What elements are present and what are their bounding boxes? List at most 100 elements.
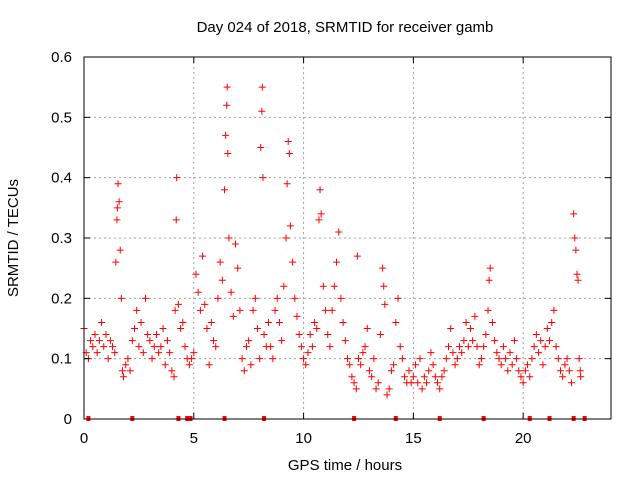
data-point xyxy=(559,373,567,381)
data-point xyxy=(159,325,167,332)
y-axis-label: SRMTID / TECUs xyxy=(5,179,22,297)
data-point xyxy=(394,294,402,302)
data-point xyxy=(385,385,393,393)
data-point xyxy=(210,337,218,345)
data-point xyxy=(205,361,213,369)
data-point xyxy=(224,150,232,158)
x-tick-label: 20 xyxy=(515,430,532,447)
data-point xyxy=(258,83,266,91)
data-point xyxy=(306,331,314,339)
data-point xyxy=(556,367,564,375)
data-point xyxy=(223,83,231,91)
data-point xyxy=(354,355,362,363)
data-point xyxy=(260,331,268,339)
data-point xyxy=(293,312,301,320)
data-point xyxy=(322,306,330,314)
data-point xyxy=(196,306,204,314)
data-point xyxy=(155,349,163,357)
data-point xyxy=(477,355,485,363)
y-tick-label: 0.3 xyxy=(51,230,72,247)
data-point xyxy=(192,270,200,278)
y-tick-label: 0.6 xyxy=(51,49,72,66)
data-points xyxy=(80,83,585,399)
data-point xyxy=(337,294,345,302)
data-point xyxy=(315,216,323,224)
data-point xyxy=(471,312,479,320)
data-point xyxy=(249,306,257,314)
data-point xyxy=(273,294,281,302)
data-point xyxy=(504,367,512,375)
data-point xyxy=(126,367,134,375)
data-point xyxy=(502,355,510,363)
data-point xyxy=(181,343,189,351)
data-point xyxy=(207,318,215,326)
data-point xyxy=(170,373,178,381)
data-point xyxy=(401,373,409,381)
data-point xyxy=(497,361,505,369)
data-point xyxy=(283,180,291,188)
data-point xyxy=(141,294,149,302)
data-point xyxy=(519,379,527,387)
data-point xyxy=(423,379,431,387)
data-point xyxy=(573,270,581,278)
data-point xyxy=(137,318,145,326)
data-point xyxy=(278,337,286,345)
y-tick-label: 0 xyxy=(64,411,72,428)
data-point xyxy=(390,361,398,369)
data-point xyxy=(484,306,492,314)
data-point xyxy=(284,137,292,145)
data-point xyxy=(577,373,585,381)
data-point xyxy=(116,246,124,254)
data-point xyxy=(251,294,259,302)
data-point xyxy=(407,379,415,387)
data-point xyxy=(316,186,324,194)
data-point xyxy=(146,337,154,345)
data-point xyxy=(341,337,349,345)
data-point xyxy=(188,355,196,363)
data-point xyxy=(166,349,174,357)
data-point xyxy=(221,186,229,194)
data-point xyxy=(543,325,551,332)
data-point xyxy=(412,361,420,369)
data-point xyxy=(352,385,360,393)
data-point xyxy=(418,385,426,393)
data-point xyxy=(282,234,290,242)
data-point xyxy=(258,107,266,115)
data-point xyxy=(379,264,387,272)
data-point xyxy=(357,361,365,369)
data-point xyxy=(506,349,514,357)
data-point xyxy=(445,343,453,351)
data-point xyxy=(427,349,435,357)
data-point xyxy=(238,355,246,363)
data-point xyxy=(571,234,579,242)
data-point xyxy=(539,361,547,369)
data-point xyxy=(161,361,169,369)
data-point xyxy=(473,343,481,351)
data-point xyxy=(574,276,582,284)
data-point xyxy=(565,367,573,375)
data-point xyxy=(567,379,575,387)
x-tick-label: 5 xyxy=(190,430,198,447)
data-point xyxy=(438,373,446,381)
data-point xyxy=(464,343,472,351)
data-point xyxy=(521,367,529,375)
data-point xyxy=(286,222,294,230)
data-point xyxy=(434,379,442,387)
data-point xyxy=(365,367,373,375)
data-point xyxy=(118,367,126,375)
data-point xyxy=(271,306,279,314)
data-point xyxy=(451,361,459,369)
data-point xyxy=(363,325,371,332)
data-point xyxy=(326,343,334,351)
data-point xyxy=(285,150,293,158)
data-point xyxy=(449,349,457,357)
data-point xyxy=(172,216,180,224)
data-point xyxy=(313,325,321,332)
data-point xyxy=(517,373,525,381)
data-point xyxy=(133,306,141,314)
data-point xyxy=(499,343,507,351)
data-point xyxy=(114,180,122,188)
data-point xyxy=(405,367,413,375)
data-point xyxy=(431,373,439,381)
